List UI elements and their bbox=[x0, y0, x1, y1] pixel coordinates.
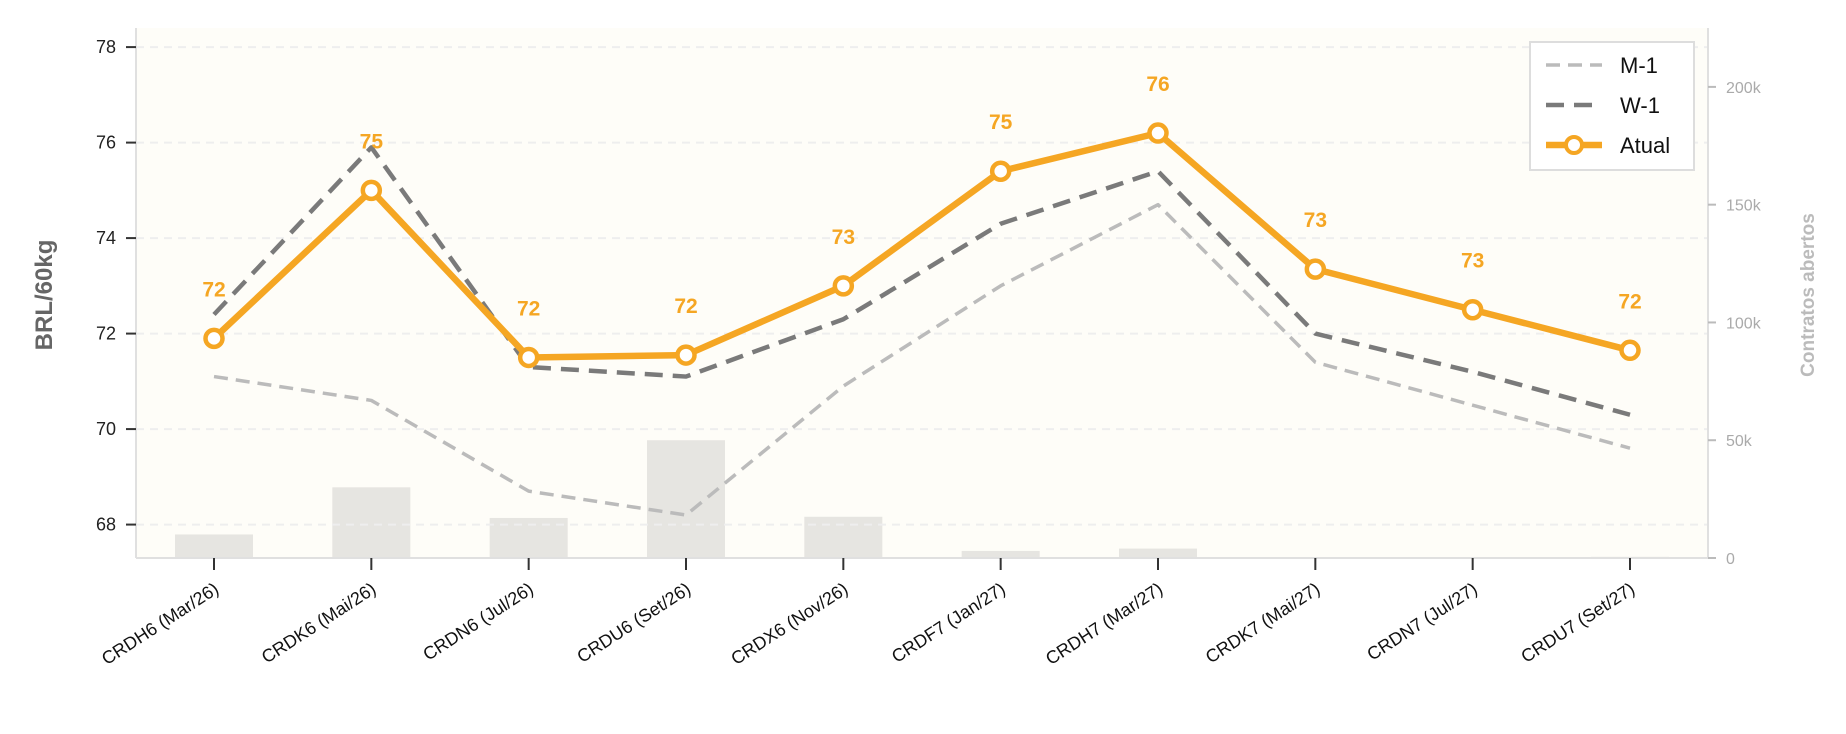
legend-label-atual: Atual bbox=[1620, 133, 1670, 158]
data-label-3: 72 bbox=[674, 295, 697, 318]
data-label-5: 75 bbox=[989, 111, 1013, 134]
y2-tick-label-2: 100k bbox=[1726, 315, 1762, 332]
data-label-6: 76 bbox=[1146, 73, 1169, 96]
series-lines bbox=[203, 122, 1641, 517]
x-tick-label-3: CRDU6 (Set/26) bbox=[573, 579, 694, 667]
point-atual-4 bbox=[832, 275, 855, 297]
point-atual-2 bbox=[517, 346, 540, 369]
y2-axis-label: Contratos abertos bbox=[1798, 213, 1819, 377]
y-ticks-left: 68 70 72 74 76 78 bbox=[96, 37, 136, 535]
point-atual-9 bbox=[1619, 339, 1641, 362]
oi-bar-6 bbox=[1119, 548, 1197, 558]
y-tick-label-2: 72 bbox=[96, 324, 116, 344]
data-label-9: 72 bbox=[1618, 290, 1641, 313]
series-line-m-1 bbox=[213, 202, 1631, 517]
y-tick-label-3: 74 bbox=[96, 228, 116, 248]
point-atual-7 bbox=[1304, 258, 1327, 280]
point-atual-3 bbox=[675, 344, 697, 366]
data-labels: 72 75 72 72 73 75 76 73 73 72 bbox=[202, 73, 1641, 320]
x-tick-label-8: CRDN7 (Jul/27) bbox=[1363, 579, 1480, 665]
data-label-4: 73 bbox=[832, 226, 855, 249]
data-label-8: 73 bbox=[1461, 250, 1484, 273]
oi-bar-5 bbox=[961, 550, 1040, 558]
point-atual-5 bbox=[989, 160, 1012, 182]
oi-bar-1 bbox=[332, 487, 411, 558]
data-label-2: 72 bbox=[517, 297, 540, 320]
x-tick-label-9: CRDU7 (Set/27) bbox=[1517, 579, 1638, 667]
y-axis-label: BRL/60kg bbox=[31, 240, 58, 351]
open-interest-bars bbox=[175, 440, 1669, 558]
point-atual-1 bbox=[360, 179, 383, 202]
legend-label-w-1: W-1 bbox=[1620, 93, 1660, 118]
series-line-atual bbox=[211, 129, 1631, 361]
data-label-7: 73 bbox=[1304, 209, 1327, 232]
y2-tick-label-0: 0 bbox=[1726, 551, 1735, 568]
y2-tick-label-3: 150k bbox=[1726, 198, 1762, 215]
data-label-0: 72 bbox=[202, 278, 225, 301]
x-tick-label-4: CRDX6 (Nov/26) bbox=[727, 579, 851, 669]
y-tick-label-4: 76 bbox=[96, 133, 116, 153]
point-atual-6 bbox=[1147, 122, 1169, 144]
y-tick-label-0: 68 bbox=[96, 515, 116, 535]
oi-bar-3 bbox=[647, 440, 725, 558]
point-atual-0 bbox=[203, 327, 225, 350]
x-tick-label-2: CRDN6 (Jul/26) bbox=[419, 579, 536, 665]
x-ticks: CRDH6 (Mar/26) CRDK6 (Mai/26) CRDN6 (Jul/2… bbox=[98, 558, 1638, 669]
legend: M-1 W-1 Atual bbox=[1529, 41, 1695, 171]
series-line-w-1 bbox=[212, 145, 1631, 417]
data-label-1: 75 bbox=[360, 130, 384, 153]
y-tick-label-1: 70 bbox=[96, 419, 116, 439]
x-tick-label-5: CRDF7 (Jan/27) bbox=[888, 579, 1009, 667]
legend-marker-atual bbox=[1564, 135, 1584, 155]
x-tick-label-7: CRDK7 (Mai/27) bbox=[1202, 579, 1324, 668]
x-tick-label-6: CRDH7 (Mar/27) bbox=[1042, 579, 1166, 669]
gridlines bbox=[136, 46, 1708, 526]
y-ticks-right: 0 50k 100k 150k 200k bbox=[1708, 80, 1762, 568]
y2-tick-label-4: 200k bbox=[1726, 80, 1762, 97]
point-atual-8 bbox=[1461, 298, 1484, 321]
x-tick-label-1: CRDK6 (Mai/26) bbox=[258, 579, 380, 668]
y2-tick-label-1: 50k bbox=[1726, 433, 1753, 450]
oi-bar-0 bbox=[175, 534, 253, 558]
oi-bar-4 bbox=[804, 516, 883, 558]
legend-label-m-1: M-1 bbox=[1620, 53, 1658, 78]
x-tick-label-0: CRDH6 (Mar/26) bbox=[98, 579, 222, 669]
y-tick-label-5: 78 bbox=[96, 37, 116, 57]
plot-background bbox=[136, 28, 1708, 558]
